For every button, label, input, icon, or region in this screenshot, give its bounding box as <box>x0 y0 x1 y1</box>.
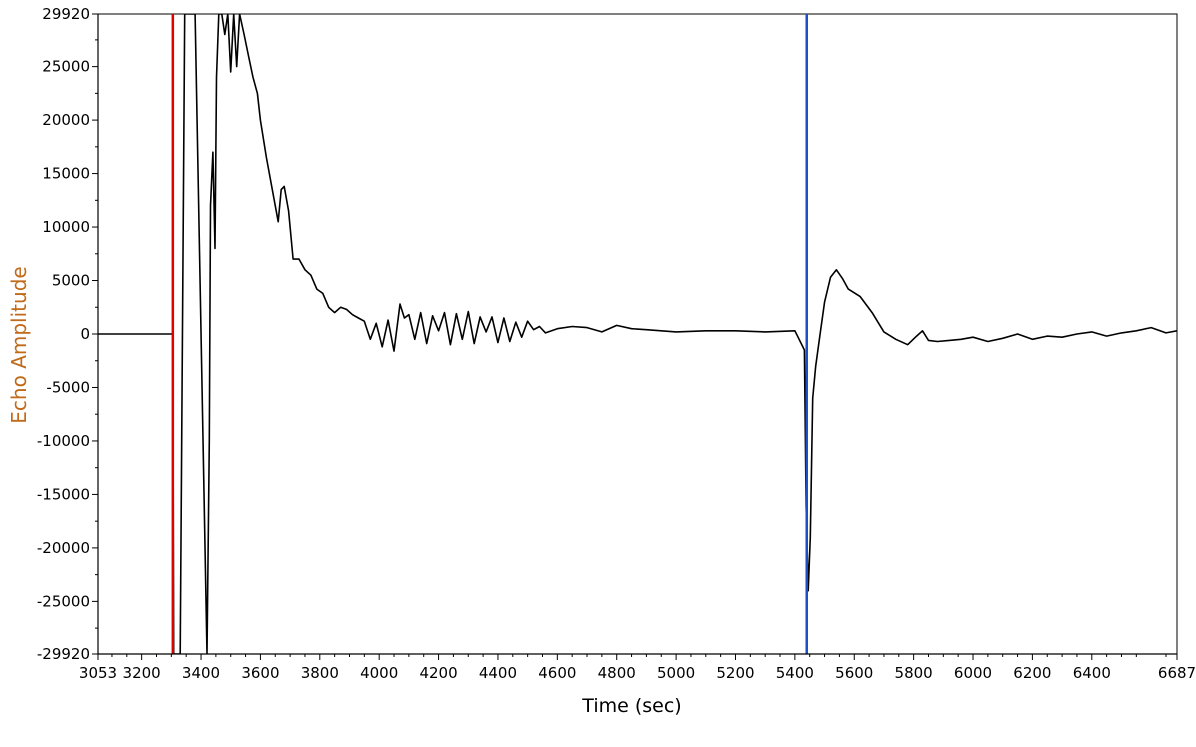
x-tick-label: 6000 <box>954 664 992 682</box>
x-tick-label: 5800 <box>895 664 933 682</box>
y-tick-label: 20000 <box>42 111 90 129</box>
y-tick-label: 5000 <box>52 272 90 290</box>
x-tick-label: 3400 <box>182 664 220 682</box>
y-axis-title: Echo Amplitude <box>7 266 31 423</box>
y-tick-label: 29920 <box>42 5 90 23</box>
y-tick-label: -10000 <box>37 432 90 450</box>
echo-signal-line <box>98 14 1177 654</box>
x-axis-title: Time (sec) <box>581 695 681 717</box>
y-tick-label: -29920 <box>37 645 90 663</box>
plot-area <box>97 13 1178 655</box>
x-tick-label: 6200 <box>1013 664 1051 682</box>
y-tick-label: 25000 <box>42 58 90 76</box>
x-tick-label: 4400 <box>479 664 517 682</box>
x-tick-label: 5000 <box>657 664 695 682</box>
x-tick-label: 4200 <box>419 664 457 682</box>
x-tick-label: 3600 <box>241 664 279 682</box>
y-tick-label: -5000 <box>46 378 90 396</box>
y-tick-label: -15000 <box>37 485 90 503</box>
x-tick-label: 4000 <box>360 664 398 682</box>
y-tick-label: -25000 <box>37 592 90 610</box>
y-tick-label: 15000 <box>42 165 90 183</box>
x-tick-label: 6400 <box>1073 664 1111 682</box>
x-tick-label: 4600 <box>538 664 576 682</box>
y-tick-label: -20000 <box>37 539 90 557</box>
x-tick-label: 3800 <box>301 664 339 682</box>
x-tick-label: 5200 <box>716 664 754 682</box>
x-tick-label: 4800 <box>598 664 636 682</box>
y-tick-label: 10000 <box>42 218 90 236</box>
x-tick-label: 5600 <box>835 664 873 682</box>
x-tick-label: 3053 <box>79 664 117 682</box>
x-tick-label: 3200 <box>123 664 161 682</box>
y-tick-label: 0 <box>80 325 90 343</box>
x-tick-label: 6687 <box>1158 664 1196 682</box>
x-tick-label: 5400 <box>776 664 814 682</box>
